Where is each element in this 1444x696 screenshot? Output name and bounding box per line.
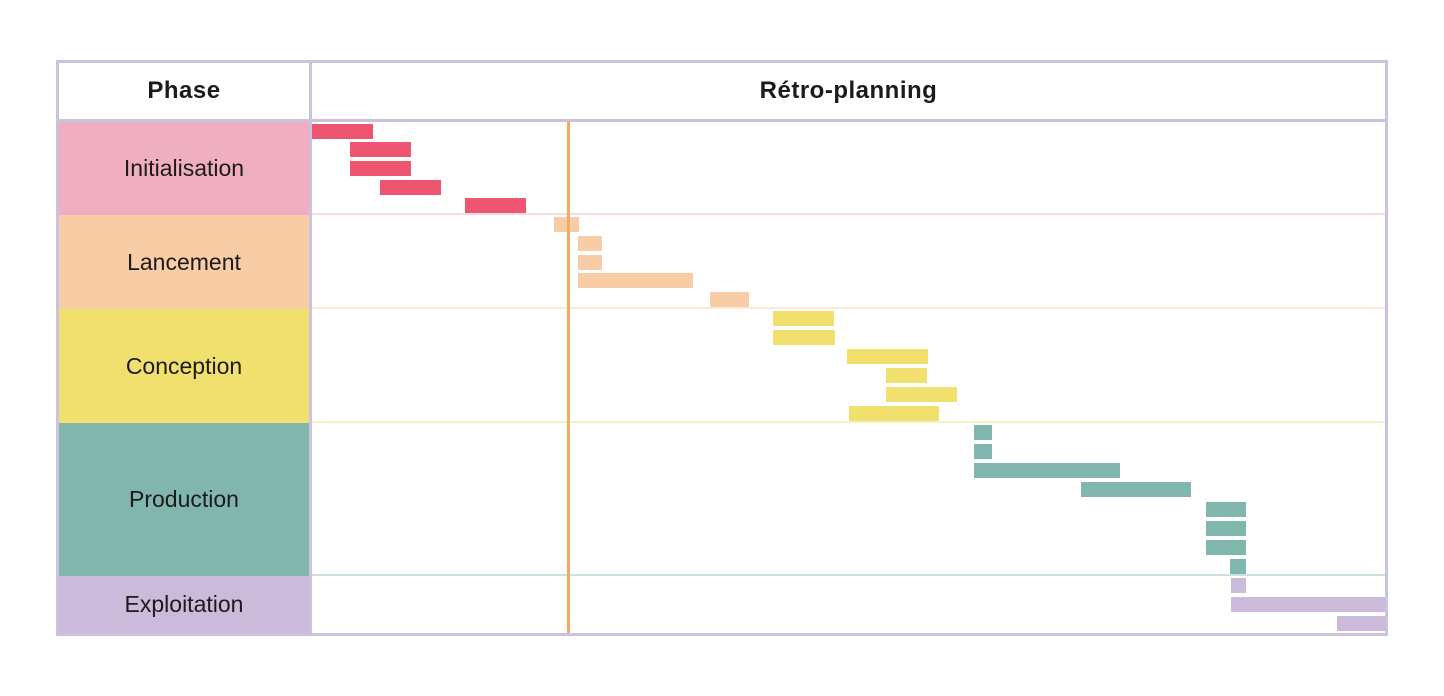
gantt-bar xyxy=(578,273,693,288)
gantt-bar xyxy=(350,161,411,176)
gantt-bar xyxy=(350,142,411,157)
gantt-bar xyxy=(773,311,834,326)
retro-planning-table: Phase Rétro-planning Initialisation Lance… xyxy=(56,60,1388,636)
gantt-bar xyxy=(465,198,526,213)
gantt-bar xyxy=(554,217,579,232)
gantt-row: Initialisation xyxy=(59,122,1385,215)
gantt-bar xyxy=(578,236,602,251)
phase-column-header: Phase xyxy=(59,63,312,119)
gantt-bar xyxy=(773,330,835,345)
row-divider xyxy=(312,421,1385,423)
gantt-body: Initialisation Lancement Conception Product… xyxy=(59,122,1385,633)
gantt-bar xyxy=(974,425,992,440)
gantt-bar xyxy=(312,124,373,139)
chart-cell xyxy=(312,215,1385,309)
gantt-bar xyxy=(886,368,927,383)
phase-cell: Lancement xyxy=(59,215,312,309)
table-header-row: Phase Rétro-planning xyxy=(59,63,1385,122)
gantt-bar xyxy=(1230,559,1246,574)
gantt-row: Conception xyxy=(59,309,1385,423)
phase-cell: Conception xyxy=(59,309,312,423)
chart-cell xyxy=(312,576,1385,633)
gantt-bar xyxy=(974,444,992,459)
row-divider xyxy=(312,307,1385,309)
gantt-bar xyxy=(1231,597,1385,612)
gantt-row: Exploitation xyxy=(59,576,1385,633)
phase-cell: Initialisation xyxy=(59,122,312,215)
gantt-bar xyxy=(1337,616,1385,631)
gantt-row: Lancement xyxy=(59,215,1385,309)
chart-cell xyxy=(312,423,1385,576)
phase-cell: Production xyxy=(59,423,312,576)
gantt-bar xyxy=(578,255,602,270)
gantt-bar xyxy=(1081,482,1191,497)
gantt-bar xyxy=(380,180,441,195)
gantt-bar xyxy=(1231,578,1246,593)
phase-cell: Exploitation xyxy=(59,576,312,633)
gantt-bar xyxy=(1206,540,1246,555)
row-divider xyxy=(312,213,1385,215)
gantt-bar xyxy=(1206,502,1246,517)
gantt-bar xyxy=(974,463,1120,478)
gantt-bar xyxy=(849,406,939,421)
chart-cell xyxy=(312,309,1385,423)
gantt-bar xyxy=(710,292,749,307)
gantt-row: Production xyxy=(59,423,1385,576)
gantt-bar xyxy=(1206,521,1246,536)
today-line xyxy=(567,122,570,633)
chart-cell xyxy=(312,122,1385,215)
gantt-bar xyxy=(886,387,957,402)
gantt-bar xyxy=(847,349,928,364)
row-divider xyxy=(312,574,1385,576)
planning-column-header: Rétro-planning xyxy=(759,77,938,104)
